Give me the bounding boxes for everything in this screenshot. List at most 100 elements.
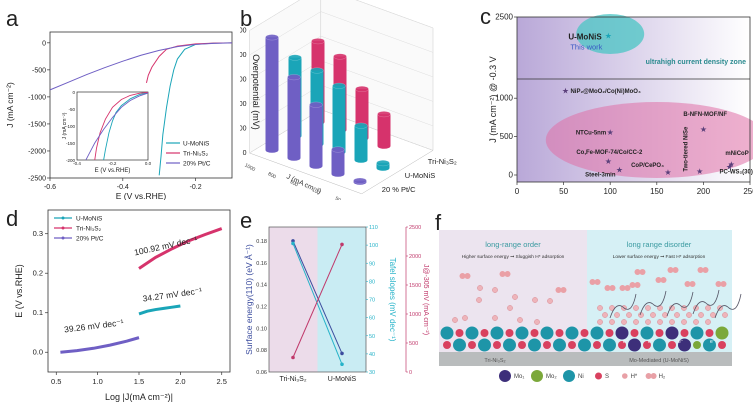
e-mid-ytick-label: 110 xyxy=(369,225,378,231)
c-xtick-label: 200 xyxy=(697,187,711,196)
e-right-ytick-label: 1500 xyxy=(409,283,421,289)
d-xtick-label: 1.0 xyxy=(92,377,102,386)
f-atom xyxy=(618,341,626,349)
f-atom xyxy=(555,329,564,337)
f-h-star xyxy=(645,305,651,311)
e-series-point xyxy=(291,355,295,360)
f-h2-atom xyxy=(667,267,674,273)
c-ytick-label: 2500 xyxy=(495,13,513,22)
b-category-label: 500 xyxy=(289,179,299,188)
f-h2-atom xyxy=(619,285,626,291)
a-xtick-label: -0.2 xyxy=(190,184,202,191)
f-electron-label: e⁻ xyxy=(678,339,684,345)
a-legend-label: U-MoNiS xyxy=(183,141,210,148)
d-slope-annotation: 100.92 mV dec⁻¹ xyxy=(133,234,198,257)
f-atom xyxy=(530,329,539,337)
panel-f-schematic: f long-range order Higher surface energy… xyxy=(435,210,742,382)
b-ztick-label: 0 xyxy=(243,150,247,157)
f-h-star xyxy=(621,319,627,325)
f-h-star xyxy=(681,305,687,311)
f-atom xyxy=(580,329,589,337)
f-h-star xyxy=(645,319,651,325)
f-h-star xyxy=(614,312,620,318)
f-legend-swatch xyxy=(622,373,628,379)
d-series-line xyxy=(60,336,140,354)
f-legend: Mo₁ Mo₂ Ni S H* H₂ xyxy=(499,370,666,382)
b-bar-top xyxy=(309,101,323,108)
f-legend-label: Mo₁ xyxy=(514,374,524,380)
panel-a-chart: a -0.6 -0.4 -0.20-500-1000-1500-2000-2500E… xyxy=(5,6,233,200)
f-h-star xyxy=(705,305,711,311)
f-h-star xyxy=(693,319,699,325)
b-bar xyxy=(377,114,391,149)
f-electron-label: e⁻ xyxy=(623,339,629,345)
f-legend-swatch-h2 xyxy=(650,373,657,379)
b-bar-top xyxy=(353,177,367,184)
f-h-star xyxy=(669,319,675,325)
f-substrate xyxy=(439,352,732,366)
f-h-star xyxy=(534,319,540,325)
b-category-label: 50 xyxy=(334,196,342,200)
f-h-star xyxy=(547,298,553,304)
f-atom xyxy=(478,338,491,352)
c-point-marker: ★ xyxy=(700,125,707,134)
c-ytick-label: 1000 xyxy=(495,94,513,103)
e-right-ylabel: J@-305 mV (mA cm⁻²) xyxy=(422,264,429,335)
f-atom xyxy=(543,341,551,349)
f-h-star xyxy=(662,312,668,318)
b-zlabel: Overpotential (mV) xyxy=(251,54,261,130)
e-left-ytick-label: 0.06 xyxy=(256,370,267,376)
f-atom xyxy=(668,341,676,349)
e-mid-ytick-label: 100 xyxy=(369,243,378,249)
f-h2-atom xyxy=(624,285,631,291)
e-right-ytick-label: 0 xyxy=(409,370,412,376)
e-left-background xyxy=(269,227,318,372)
d-ytick-label: 0.3 xyxy=(33,229,43,238)
e-series-line xyxy=(292,243,343,365)
f-atom xyxy=(468,341,476,349)
b-bar xyxy=(332,85,346,155)
f-h-star xyxy=(681,319,687,325)
f-legend-swatch xyxy=(531,370,543,382)
a-inset-xtick-label: -0.2 xyxy=(109,161,117,166)
f-right-title: long range disorder xyxy=(627,240,692,249)
f-h-star xyxy=(512,294,518,300)
f-h-star xyxy=(477,285,483,291)
panel-label-c: c xyxy=(480,4,491,29)
f-atom xyxy=(693,341,701,349)
b-category-label: 800 xyxy=(267,171,277,180)
e-left-ytick-label: 0.14 xyxy=(256,283,267,289)
e-series-point xyxy=(291,241,295,246)
a-series-line xyxy=(49,42,233,91)
f-legend-swatch xyxy=(595,372,602,380)
d-ytick-label: 0.1 xyxy=(33,308,43,317)
f-legend-label: H* xyxy=(631,374,638,380)
f-h2-evolution-arrow xyxy=(692,289,720,315)
b-plot-area: 0 100 200 300 400 500 Overpotential (mV) 1000 80… xyxy=(240,0,457,200)
c-ytick-label: 500 xyxy=(500,132,514,141)
c-point-label: U-MoNiS xyxy=(568,33,602,42)
f-atom xyxy=(718,341,726,349)
a-inset-ytick-label: -200 xyxy=(66,158,76,163)
b-ztick-label: 500 xyxy=(240,28,247,35)
c-xtick-label: 100 xyxy=(604,187,618,196)
panel-label-d: d xyxy=(6,206,18,231)
c-point-marker: ★ xyxy=(726,163,733,172)
c-point-marker: ★ xyxy=(616,166,623,175)
b-ztick-label: 100 xyxy=(240,126,247,133)
f-h2-atom xyxy=(589,279,596,285)
a-inset-series-line xyxy=(85,92,149,161)
d-ylabel: E (V vs.RHE) xyxy=(14,264,24,318)
b-series-label: 20 % Pt/C xyxy=(382,185,416,194)
a-inset-xtick-label: 0.0 xyxy=(145,161,152,166)
f-legend-label: Mo₂ xyxy=(546,374,557,380)
a-inset-ytick-label: -100 xyxy=(66,124,76,129)
f-atom xyxy=(705,329,714,337)
f-h2-atom xyxy=(697,267,704,273)
f-h-star xyxy=(657,319,663,325)
f-atom xyxy=(453,338,466,352)
f-atom xyxy=(568,341,576,349)
f-h-star xyxy=(492,287,498,293)
f-h2-atom xyxy=(464,273,471,279)
d-legend-marker xyxy=(61,236,65,240)
